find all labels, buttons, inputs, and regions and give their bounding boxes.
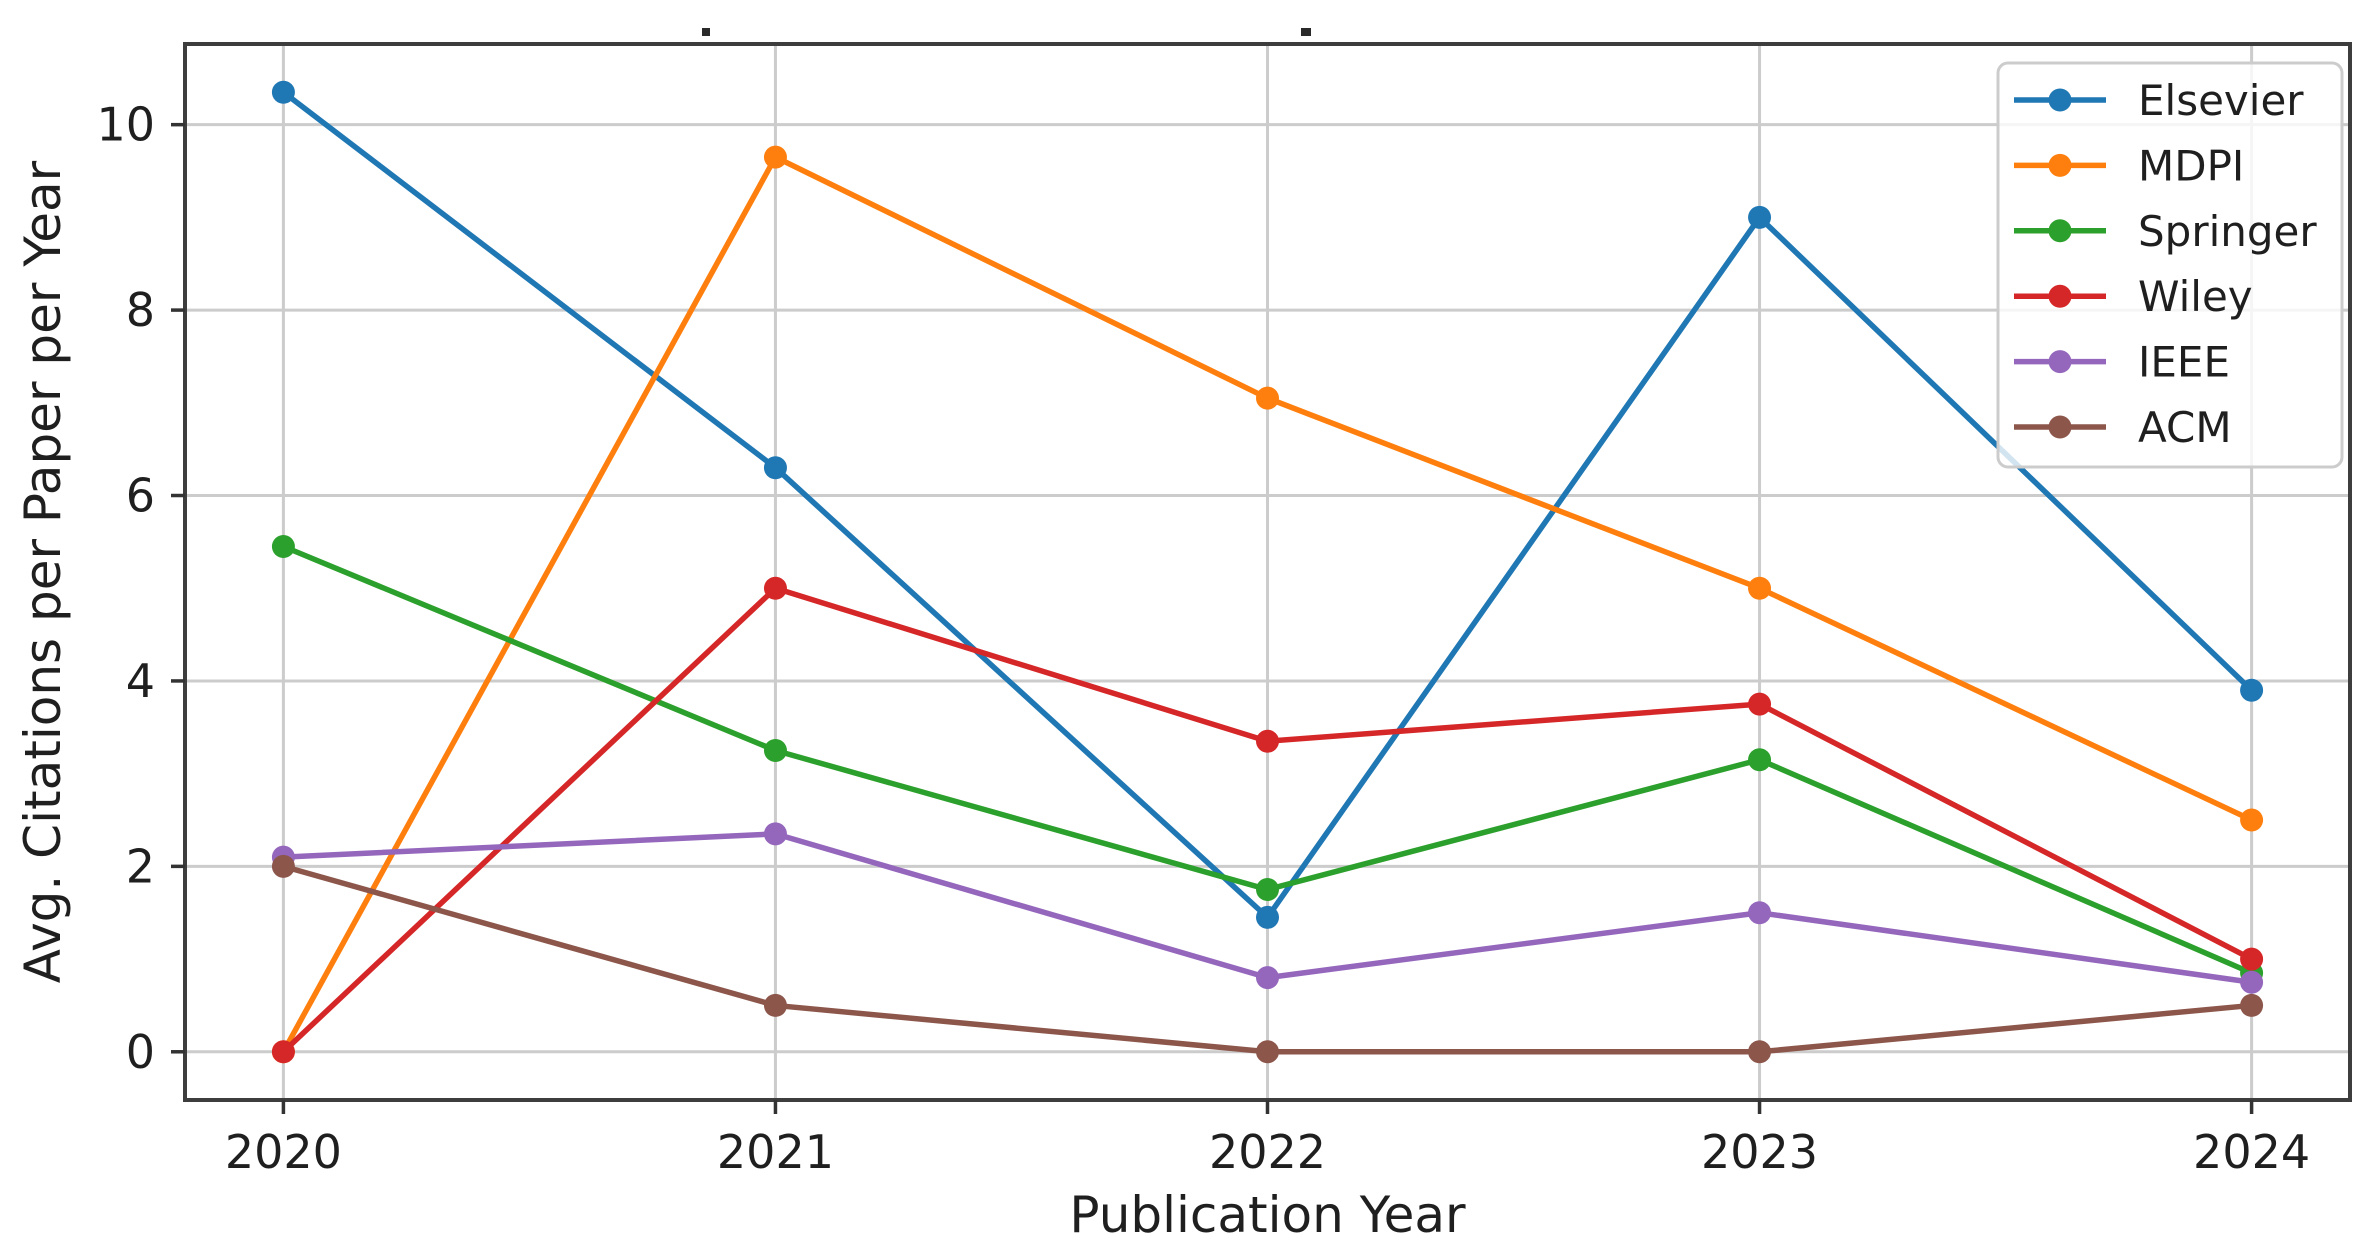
legend-label: Wiley: [2138, 272, 2253, 321]
series-elsevier: [271, 80, 2264, 929]
data-point-mdpi-2021: [763, 145, 787, 169]
legend-entry-acm: ACM: [2014, 403, 2232, 452]
legend-label: ACM: [2138, 403, 2232, 452]
legend-marker: [2048, 284, 2072, 308]
y-tick-label: 2: [126, 839, 155, 893]
data-point-mdpi-2022: [1256, 386, 1279, 410]
legend-entry-wiley: Wiley: [2014, 272, 2253, 321]
series-wiley: [271, 576, 2264, 1064]
x-tick-label: 2020: [225, 1125, 342, 1179]
data-point-ieee-2021: [763, 822, 787, 846]
data-point-wiley-2023: [1748, 692, 1772, 716]
legend-label: Elsevier: [2138, 76, 2304, 125]
legend-marker: [2048, 219, 2072, 243]
data-point-wiley-2022: [1256, 729, 1279, 753]
data-point-elsevier-2021: [763, 456, 787, 480]
data-point-springer-2023: [1748, 748, 1772, 772]
legend-marker: [2048, 415, 2072, 439]
data-point-acm-2020: [271, 854, 295, 878]
legend-entry-elsevier: Elsevier: [2014, 76, 2304, 125]
data-point-wiley-2020: [271, 1040, 295, 1064]
data-point-springer-2022: [1256, 878, 1279, 902]
y-tick-label: 4: [126, 654, 155, 708]
legend-marker: [2048, 88, 2072, 112]
x-tick-label: 2024: [2193, 1125, 2310, 1179]
data-point-wiley-2021: [763, 576, 787, 600]
data-point-elsevier-2020: [271, 80, 295, 104]
legend-entry-mdpi: MDPI: [2014, 141, 2244, 190]
legend-entry-springer: Springer: [2014, 207, 2317, 256]
data-point-elsevier-2024: [2240, 678, 2264, 702]
data-point-elsevier-2022: [1256, 905, 1279, 929]
y-tick-label: 10: [96, 98, 155, 152]
legend-label: Springer: [2138, 207, 2317, 256]
y-tick-label: 8: [126, 283, 155, 337]
data-point-ieee-2024: [2240, 970, 2264, 994]
legend-label: IEEE: [2138, 338, 2230, 387]
data-point-acm-2024: [2240, 993, 2264, 1017]
legend-marker: [2048, 153, 2072, 177]
clipped-title-mark: [702, 28, 710, 36]
data-point-ieee-2023: [1748, 901, 1772, 925]
series-acm: [271, 854, 2264, 1064]
data-point-mdpi-2024: [2240, 808, 2264, 832]
data-point-acm-2023: [1748, 1040, 1772, 1064]
data-point-acm-2021: [763, 993, 787, 1017]
x-tick-label: 2023: [1701, 1125, 1818, 1179]
x-tick-label: 2022: [1209, 1125, 1326, 1179]
y-tick-label: 0: [126, 1025, 155, 1079]
data-point-ieee-2022: [1256, 966, 1279, 990]
legend-entry-ieee: IEEE: [2014, 338, 2230, 387]
data-point-springer-2020: [271, 535, 295, 559]
y-tick-label: 6: [126, 469, 155, 523]
x-axis-label: Publication Year: [1069, 1186, 1466, 1244]
clipped-title-mark: [1301, 28, 1311, 36]
data-point-elsevier-2023: [1748, 205, 1772, 229]
data-point-mdpi-2023: [1748, 576, 1772, 600]
axis-ticks: 2020 2021 2022 2023 2024 0 2 4 6 8 10: [96, 98, 2310, 1179]
y-axis-label: Avg. Citations per Paper per Year: [14, 160, 72, 983]
legend-marker: [2048, 350, 2072, 374]
data-point-acm-2022: [1256, 1040, 1279, 1064]
legend: Elsevier MDPI Springer Wiley IEEE ACM: [1996, 61, 2344, 469]
legend-label: MDPI: [2138, 141, 2244, 190]
data-point-wiley-2024: [2240, 947, 2264, 971]
x-tick-label: 2021: [717, 1125, 834, 1179]
data-point-springer-2021: [763, 738, 787, 762]
